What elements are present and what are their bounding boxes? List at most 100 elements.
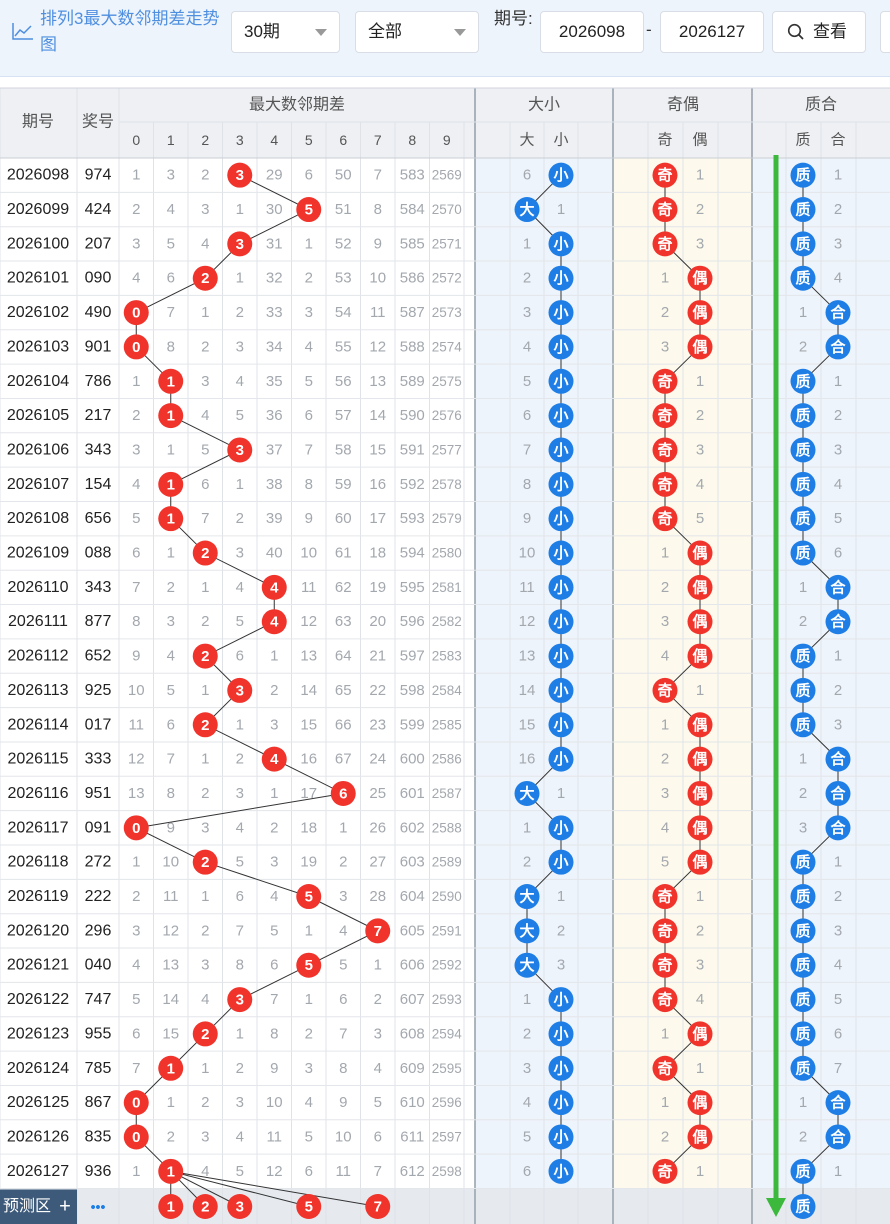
svg-text:质: 质 [795, 681, 810, 699]
predict-pick-ball[interactable]: 5 [296, 1194, 322, 1219]
diff-cell: 2572 [432, 271, 462, 286]
diff-cell: 2 [132, 407, 140, 424]
parity-hit-ball: 奇 [652, 952, 678, 978]
svg-text:小: 小 [553, 1060, 568, 1077]
diff-cell: 601 [400, 785, 425, 802]
svg-text:大: 大 [519, 922, 534, 940]
diff-hit-ball: 3 [227, 987, 253, 1013]
prime-hit-ball: 质 [790, 677, 816, 703]
svg-text:2: 2 [201, 1026, 209, 1043]
diff-cell: 58 [335, 441, 352, 458]
diff-hit-ball: 0 [123, 1124, 149, 1150]
parity-hit-ball: 偶 [687, 746, 713, 772]
issue-end-input[interactable]: 2026127 [660, 11, 764, 53]
svg-text:1: 1 [167, 1163, 175, 1180]
issue-cell: 2026112 [7, 648, 68, 665]
diff-cell: 3 [201, 957, 209, 974]
diff-cell: 2578 [432, 477, 462, 492]
issue-start-input[interactable]: 2026098 [540, 11, 644, 53]
diff-cell: 11 [266, 1128, 282, 1145]
predict-prime-ball[interactable]: 质 [790, 1194, 816, 1219]
svg-text:5: 5 [305, 1199, 313, 1216]
diff-cell: 4 [236, 819, 244, 836]
svg-text:偶: 偶 [692, 578, 707, 596]
predict-pick-ball[interactable]: 1 [158, 1194, 184, 1219]
query-button[interactable]: 查看 [772, 11, 866, 53]
diff-cell: 6 [167, 270, 175, 287]
parity-cell: 2 [696, 922, 704, 939]
diff-cell: 14 [300, 682, 317, 699]
svg-text:7: 7 [374, 923, 382, 940]
diff-cell: 5 [339, 957, 347, 974]
diff-cell: 586 [400, 270, 425, 287]
range-separator: - [646, 20, 652, 39]
size-cell: 6 [523, 1163, 531, 1180]
diff-cell: 12 [369, 338, 386, 355]
predict-pick-ball[interactable]: 3 [227, 1194, 253, 1219]
diff-hit-ball: 2 [192, 643, 218, 669]
predict-label-button[interactable]: 预测区 + [0, 1189, 77, 1224]
diff-cell: 12 [128, 751, 145, 768]
prize-cell: 040 [85, 957, 112, 974]
issue-cell: 2026102 [7, 304, 69, 321]
diff-cell: 2571 [432, 236, 462, 251]
header-diff-col-8: 8 [408, 132, 416, 148]
svg-text:偶: 偶 [692, 1025, 707, 1043]
prime-cell: 3 [834, 441, 842, 458]
diff-cell: 55 [335, 338, 352, 355]
svg-text:奇: 奇 [657, 1059, 672, 1077]
header-prime-col: 合 [830, 132, 845, 149]
diff-cell: 5 [132, 510, 140, 527]
prime-hit-ball: 质 [790, 231, 816, 257]
diff-cell: 1 [270, 648, 278, 665]
more-options-button[interactable]: ••• [91, 1199, 106, 1215]
diff-cell: 1 [132, 854, 140, 871]
parity-hit-ball: 偶 [687, 1021, 713, 1047]
svg-text:奇: 奇 [657, 201, 672, 219]
diff-cell: 9 [167, 819, 175, 836]
diff-hit-ball: 5 [296, 952, 322, 978]
more-button[interactable] [880, 11, 890, 53]
prime-hit-ball: 质 [790, 643, 816, 669]
diff-cell: 34 [266, 338, 283, 355]
diff-cell: 65 [335, 682, 352, 699]
predict-pick-ball[interactable]: 2 [192, 1194, 218, 1219]
prime-hit-ball: 质 [790, 162, 816, 188]
diff-cell: 4 [167, 648, 175, 665]
filter-select[interactable]: 全部 [355, 11, 479, 53]
diff-cell: 2581 [432, 580, 462, 595]
period-select[interactable]: 30期 [231, 11, 340, 53]
diff-hit-ball: 1 [158, 368, 184, 394]
diff-cell: 63 [335, 613, 352, 630]
diff-cell: 1 [132, 373, 140, 390]
prime-hit-ball: 合 [825, 1124, 851, 1150]
svg-text:偶: 偶 [692, 269, 707, 287]
parity-cell: 4 [696, 991, 704, 1008]
diff-hit-ball: 1 [158, 1158, 184, 1184]
diff-cell: 6 [305, 1163, 313, 1180]
diff-cell: 3 [374, 1025, 382, 1042]
svg-text:大: 大 [519, 201, 534, 219]
diff-cell: 3 [201, 373, 209, 390]
diff-cell: 19 [369, 579, 386, 596]
diff-cell: 11 [163, 888, 179, 905]
diff-cell: 6 [167, 716, 175, 733]
parity-hit-ball: 偶 [687, 540, 713, 566]
parity-hit-ball: 奇 [652, 197, 678, 223]
svg-text:0: 0 [132, 1095, 140, 1112]
diff-hit-ball: 0 [123, 815, 149, 841]
chart-title[interactable]: 排列3最大数邻期差走势图 [40, 9, 220, 54]
diff-cell: 2597 [432, 1129, 462, 1144]
diff-hit-ball: 2 [192, 540, 218, 566]
diff-hit-ball: 4 [261, 746, 287, 772]
predict-pick-ball[interactable]: 7 [365, 1194, 391, 1219]
diff-cell: 7 [270, 991, 278, 1008]
diff-cell: 2 [167, 1128, 175, 1145]
svg-text:合: 合 [829, 750, 846, 768]
prime-hit-ball: 质 [790, 403, 816, 429]
header-prime: 质合 [805, 96, 837, 114]
diff-cell: 62 [335, 579, 352, 596]
prize-cell: 490 [85, 304, 112, 321]
header-prize: 奖号 [82, 113, 114, 131]
svg-text:5: 5 [305, 889, 313, 906]
